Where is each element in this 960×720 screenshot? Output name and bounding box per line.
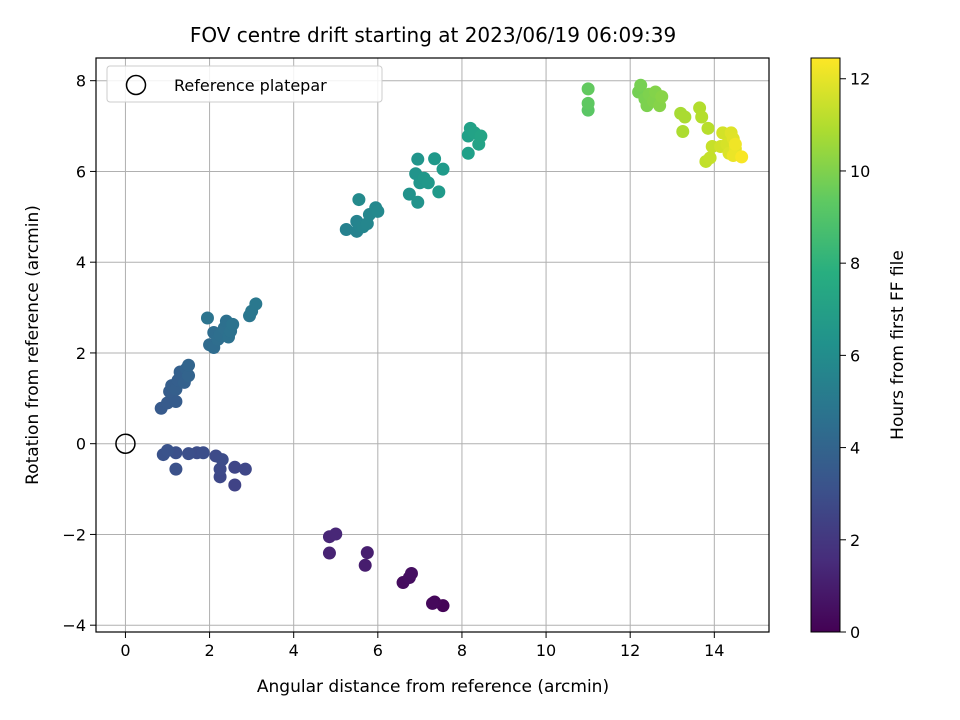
data-point	[226, 317, 240, 331]
data-point	[411, 152, 425, 166]
data-point	[169, 394, 183, 408]
x-tick-label: 8	[457, 641, 467, 660]
data-point	[238, 462, 252, 476]
y-tick-label: −4	[62, 616, 86, 635]
colorbar-tick-label: 0	[850, 623, 860, 642]
data-point	[436, 162, 450, 176]
data-point	[169, 462, 183, 476]
data-point	[421, 176, 435, 190]
data-point	[249, 297, 263, 311]
data-point	[581, 82, 595, 96]
y-tick-label: 0	[76, 435, 86, 454]
colorbar-tick-label: 8	[850, 254, 860, 273]
x-tick-label: 2	[204, 641, 214, 660]
data-point	[196, 446, 210, 460]
colorbar-tick-label: 4	[850, 439, 860, 458]
data-point	[182, 358, 196, 372]
data-point	[215, 453, 229, 467]
legend-label: Reference platepar	[174, 76, 327, 95]
data-point	[339, 223, 353, 237]
colorbar-label: Hours from first FF file	[888, 250, 908, 440]
data-point	[655, 90, 669, 104]
y-tick-label: 2	[76, 344, 86, 363]
y-axis-label: Rotation from reference (arcmin)	[23, 205, 43, 485]
data-point	[461, 146, 475, 160]
data-point	[678, 110, 692, 124]
data-point	[360, 546, 374, 560]
x-tick-label: 6	[373, 641, 383, 660]
data-point	[182, 447, 196, 461]
data-point	[228, 478, 242, 492]
reference-point	[115, 433, 136, 454]
plot-frame	[95, 57, 770, 633]
x-tick-label: 4	[289, 641, 299, 660]
x-axis-ticks: 0 2 4 6 8 10 12 14	[120, 632, 724, 660]
colorbar-ticks: 0 2 4 6 8 10 12	[840, 70, 870, 642]
data-point	[411, 195, 425, 209]
data-point	[404, 566, 418, 580]
data-point	[182, 369, 196, 383]
colorbar-tick-label: 6	[850, 346, 860, 365]
data-point	[200, 311, 214, 325]
y-tick-label: 8	[76, 72, 86, 91]
data-point	[634, 78, 648, 92]
data-point	[161, 443, 175, 457]
data-point	[474, 129, 488, 143]
x-tick-label: 0	[120, 641, 130, 660]
y-tick-label: 4	[76, 253, 86, 272]
data-point	[358, 558, 372, 572]
x-tick-label: 10	[536, 641, 556, 660]
data-point	[428, 152, 442, 166]
legend: Reference platepar	[106, 65, 383, 103]
chart-title: FOV centre drift starting at 2023/06/19 …	[190, 23, 676, 47]
data-point	[371, 204, 385, 218]
colorbar-tick-label: 12	[850, 70, 870, 89]
data-point	[703, 151, 717, 165]
y-axis-ticks: −4 −2 0 2 4 6 8	[62, 72, 96, 635]
data-point	[402, 187, 416, 201]
data-point	[352, 193, 366, 207]
data-point	[728, 137, 742, 151]
x-axis-label: Angular distance from reference (arcmin)	[257, 677, 609, 697]
colorbar	[810, 57, 841, 633]
data-point	[581, 96, 595, 110]
reference-marker	[115, 433, 136, 454]
data-point	[322, 546, 336, 560]
y-tick-label: −2	[62, 525, 86, 544]
data-point	[432, 185, 446, 199]
legend-marker-icon	[125, 74, 147, 96]
x-tick-label: 12	[620, 641, 640, 660]
data-point	[676, 125, 690, 139]
colorbar-tick-label: 2	[850, 531, 860, 550]
data-point	[426, 596, 439, 610]
data-point	[695, 110, 709, 124]
data-point	[735, 150, 749, 164]
data-point	[701, 121, 715, 135]
data-point	[228, 460, 242, 474]
x-tick-label: 14	[704, 641, 724, 660]
y-tick-label: 6	[76, 162, 86, 181]
colorbar-tick-label: 10	[850, 162, 870, 181]
data-points	[154, 78, 749, 613]
data-point	[329, 527, 343, 541]
legend-box	[106, 65, 383, 103]
